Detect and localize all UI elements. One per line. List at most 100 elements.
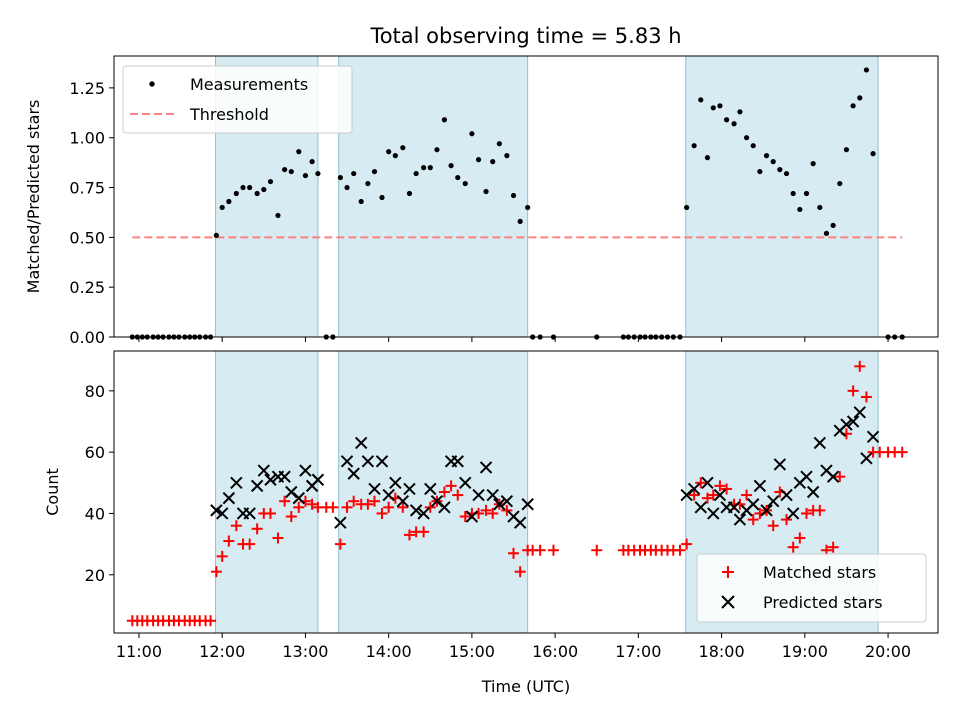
measurement-point bbox=[371, 168, 378, 175]
predicted-star-point bbox=[694, 501, 707, 514]
matched-star-point bbox=[369, 495, 381, 507]
measurement-point bbox=[710, 105, 716, 111]
matched-star-point bbox=[210, 566, 222, 578]
measurement-point bbox=[723, 117, 730, 123]
predicted-star-point bbox=[230, 476, 243, 490]
matched-star-point bbox=[279, 495, 291, 507]
predicted-star-point bbox=[334, 516, 347, 529]
predicted-star-point bbox=[354, 436, 368, 450]
x-tick-label: 20:00 bbox=[865, 642, 911, 661]
matched-star-point bbox=[376, 507, 388, 519]
top-legend-box bbox=[122, 65, 353, 134]
predicted-star-point bbox=[465, 510, 479, 523]
measurement-point bbox=[870, 151, 876, 157]
bottom-y-tick-label: 20 bbox=[85, 566, 105, 585]
predicted-star-point bbox=[521, 498, 534, 511]
matched-star-point bbox=[403, 529, 415, 541]
predicted-star-point bbox=[472, 488, 485, 502]
measurement-point bbox=[261, 186, 267, 193]
measurement-point bbox=[843, 147, 850, 153]
measurement-point bbox=[797, 206, 803, 213]
matched-star-point bbox=[514, 566, 526, 578]
predicted-star-point bbox=[786, 507, 800, 520]
measurement-point bbox=[392, 153, 398, 159]
measurement-point bbox=[358, 198, 364, 205]
top-y-tick-label: 0.75 bbox=[69, 179, 105, 198]
measurement-point bbox=[863, 67, 870, 73]
measurement-point bbox=[496, 141, 502, 147]
x-tick-label: 13:00 bbox=[282, 642, 328, 661]
top-y-tick-label: 0.25 bbox=[69, 278, 105, 297]
top-y-tick-label: 0.00 bbox=[69, 328, 105, 347]
bottom-x-ticks: 11:00 12:00 13:00 14:00 15:00 16:00 17:00 18:00… bbox=[116, 633, 911, 661]
predicted-star-point bbox=[292, 491, 305, 505]
x-tick-label: 14:00 bbox=[366, 642, 412, 661]
measurement-point bbox=[427, 165, 433, 171]
measurement-points bbox=[129, 67, 905, 340]
measurement-point bbox=[770, 159, 776, 165]
measurement-point bbox=[400, 145, 406, 151]
predicted-star-point bbox=[733, 513, 747, 526]
predicted-star-point bbox=[257, 464, 271, 477]
top-shaded-interval-2 bbox=[685, 55, 879, 338]
matched-star-point bbox=[452, 489, 464, 501]
x-tick-label: 15:00 bbox=[449, 642, 495, 661]
predicted-star-point bbox=[747, 498, 760, 511]
predicted-star-point bbox=[278, 470, 291, 483]
measurement-point bbox=[525, 204, 531, 211]
measurement-point bbox=[817, 204, 823, 211]
predicted-star-point bbox=[800, 470, 813, 483]
measurement-point bbox=[434, 147, 440, 153]
top-legend: Measurements Threshold bbox=[122, 65, 353, 134]
matched-star-point bbox=[547, 544, 559, 556]
predicted-star-point bbox=[727, 501, 741, 514]
predicted-star-point bbox=[479, 461, 493, 474]
legend-measurements-label: Measurements bbox=[190, 75, 308, 94]
matched-star-point bbox=[341, 501, 353, 513]
measurement-point bbox=[810, 161, 816, 167]
predicted-star-point bbox=[701, 476, 714, 490]
measurement-point bbox=[267, 178, 274, 185]
measurement-point bbox=[731, 121, 737, 127]
measurement-point bbox=[704, 155, 711, 161]
predicted-star-point bbox=[840, 418, 853, 431]
predicted-star-point bbox=[766, 494, 780, 508]
matched-star-point bbox=[272, 532, 284, 544]
predicted-star-point bbox=[687, 482, 701, 496]
matched-star-point bbox=[327, 501, 339, 513]
measurement-point bbox=[743, 135, 750, 141]
measurement-point bbox=[763, 153, 770, 159]
predicted-star-point bbox=[753, 479, 767, 493]
top-y-tick-label: 0.50 bbox=[69, 228, 105, 247]
measurement-point bbox=[691, 143, 697, 149]
measurement-point bbox=[240, 184, 246, 191]
predicted-star-point bbox=[361, 455, 375, 468]
matched-star-point bbox=[480, 504, 492, 516]
measurement-point bbox=[757, 168, 763, 175]
matched-star-point bbox=[306, 498, 318, 510]
predicted-stars-points bbox=[210, 406, 880, 529]
measurement-point bbox=[247, 184, 253, 191]
predicted-star-point bbox=[417, 507, 430, 520]
measurement-point bbox=[475, 157, 482, 163]
measurement-point bbox=[233, 190, 239, 197]
matched-star-point bbox=[674, 544, 686, 556]
matched-star-point bbox=[787, 541, 799, 553]
predicted-star-point bbox=[424, 482, 437, 496]
matched-star-point bbox=[205, 615, 217, 627]
matched-star-point bbox=[424, 501, 436, 513]
predicted-star-point bbox=[210, 504, 223, 517]
measurement-point bbox=[823, 230, 830, 236]
bottom-legend: Matched stars Predicted stars bbox=[696, 553, 927, 623]
chart-title: Total observing time = 5.83 h bbox=[369, 24, 681, 48]
matched-star-point bbox=[695, 477, 707, 489]
matched-star-point bbox=[741, 489, 753, 501]
matched-star-point bbox=[445, 480, 457, 492]
matched-star-point bbox=[251, 523, 263, 535]
measurement-point bbox=[441, 117, 448, 123]
predicted-star-point bbox=[826, 470, 840, 483]
measurement-point bbox=[830, 222, 836, 228]
measurement-point bbox=[462, 180, 468, 187]
measurement-point bbox=[315, 170, 321, 177]
